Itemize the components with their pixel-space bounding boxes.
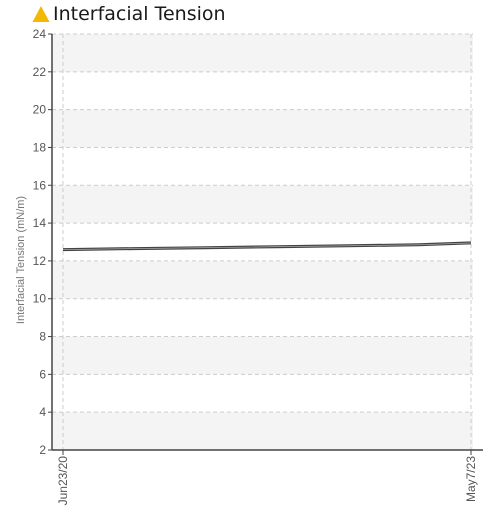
band-18 (52, 109, 473, 148)
y-axis-title: Interfacial Tension (mN/m) (15, 196, 27, 324)
band-22 (52, 34, 473, 72)
warning-triangle-icon (32, 6, 50, 22)
background-bands (52, 34, 473, 450)
y-tick-label: 14 (33, 216, 47, 230)
x-tick-label: Jun23/20 (56, 456, 70, 506)
y-tick-label: 6 (39, 367, 46, 381)
series-group (62, 241, 472, 252)
grid-lines (52, 33, 473, 451)
y-tick-label: 16 (33, 178, 47, 192)
y-tick-label: 20 (33, 103, 47, 117)
y-tick-label: 10 (33, 292, 47, 306)
band-14 (52, 185, 473, 224)
axes (51, 34, 483, 451)
x-tick-label: May7/23 (464, 456, 478, 502)
series-line-highlight (62, 242, 472, 250)
y-tick-label: 4 (39, 405, 46, 419)
band-2 (52, 412, 473, 450)
y-tick-label: 18 (33, 140, 47, 154)
y-tick-label: 22 (33, 65, 47, 79)
band-6 (52, 336, 473, 375)
chart-title: Interfacial Tension (53, 3, 226, 25)
y-tick-label: 8 (39, 330, 46, 344)
chart-header: Interfacial Tension (32, 2, 226, 26)
x-axis-ticks: Jun23/20 May7/23 (56, 450, 478, 505)
y-tick-label: 2 (39, 443, 46, 457)
y-tick-label: 24 (33, 27, 47, 41)
y-tick-label: 12 (33, 254, 47, 268)
band-10 (52, 260, 473, 299)
